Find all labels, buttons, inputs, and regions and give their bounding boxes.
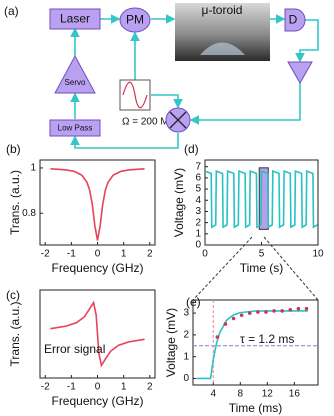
x-tick-label: -2 [41,249,50,260]
data-point [247,311,252,315]
data-line [50,168,145,241]
servo-node [54,54,96,94]
mixer-cross [169,111,187,129]
y-tick-label: 4 [195,195,201,206]
y-tick-label: 7 [195,161,201,172]
x-tick-label: 5 [259,249,265,260]
y-tick-label: 2 [195,217,201,228]
x-tick-label: 1 [121,249,127,260]
y-tick-label: 3 [183,308,189,319]
zoom-line [263,236,319,301]
y-tick-label: 1 [30,163,36,174]
setup-diagram: (a) Laser PM μ-toroid D Servo Low Pass Ω… [4,3,319,149]
y-tick-label: 0 [183,373,189,384]
x-tick-label: 8 [238,389,244,400]
data-line [204,170,318,229]
servo-label: Servo [65,78,86,87]
data-line [50,300,145,368]
x-tick-label: 0 [95,249,101,260]
toroid-label: μ-toroid [202,3,243,17]
x-tick-label: -1 [67,249,76,260]
data-point [280,309,284,313]
wire [295,19,319,63]
sine-icon [122,81,148,109]
detector-label: D [289,13,298,27]
y-tick-label: 5 [195,184,201,195]
y-tick-label: 6 [195,173,201,184]
wire [70,133,179,149]
annotation: Error signal [44,342,105,356]
data-point [231,316,236,321]
panel-label: (c) [6,288,20,302]
amplifier [287,61,313,85]
y-tick-label: 2 [183,330,189,341]
wire [189,83,301,125]
lowpass-box [49,119,101,137]
panel-label: (e) [186,295,201,309]
y-axis-label: Voltage (mV) [164,308,178,377]
plot-frame [39,159,156,246]
y-axis-label: Voltage (mV) [172,168,186,237]
data-point [288,308,293,312]
annotation: τ = 1.2 ms [240,332,294,346]
x-tick-label: 0 [202,249,208,260]
plot-frame [192,299,319,386]
panel-label: (b) [6,142,21,156]
x-tick-label: 1 [121,382,127,393]
x-tick-label: 12 [262,389,274,400]
laser-box [49,8,101,30]
pm-label: PM [126,13,144,27]
laser-label: Laser [60,12,90,26]
modulation-label: Ω = 200 MHz [122,117,181,128]
detector [284,8,306,32]
x-tick-label: 4 [210,389,216,400]
y-tick-label: 0.8 [22,208,36,219]
toroid-dome [200,42,245,55]
x-tick-label: 0 [95,382,101,393]
x-tick-label: 2 [147,382,153,393]
data-point [304,306,309,311]
data-point [223,322,228,326]
data-point [296,306,301,311]
x-tick-label: -1 [67,382,76,393]
panel-label: (a) [4,4,19,18]
x-tick-label: -2 [41,382,50,393]
x-tick-label: 16 [289,389,301,400]
x-axis-label: Time (s) [240,261,284,275]
data-point [264,310,268,314]
data-point [272,309,276,313]
x-tick-label: 10 [312,249,324,260]
y-tick-label: 3 [195,206,201,217]
lowpass-label: Low Pass [58,124,93,133]
data-line [196,310,308,380]
panel-label: (d) [184,142,199,156]
y-tick-label: 1 [195,228,201,239]
x-axis-label: Time (ms) [229,401,283,415]
data-point [239,313,244,318]
x-axis-label: Frequency (GHz) [51,261,143,275]
x-tick-label: 2 [147,249,153,260]
wire [151,94,183,109]
data-point [215,335,220,339]
y-axis-label: Trans. (a.u.) [8,302,22,367]
x-axis-label: Frequency (GHz) [51,394,143,408]
pm-node [119,7,151,33]
y-axis-label: Trans. (a.u.) [8,170,22,235]
y-tick-label: 1 [183,351,189,362]
data-point [256,310,260,314]
y-tick-label: 0 [195,240,201,251]
zoom-line [192,236,253,301]
